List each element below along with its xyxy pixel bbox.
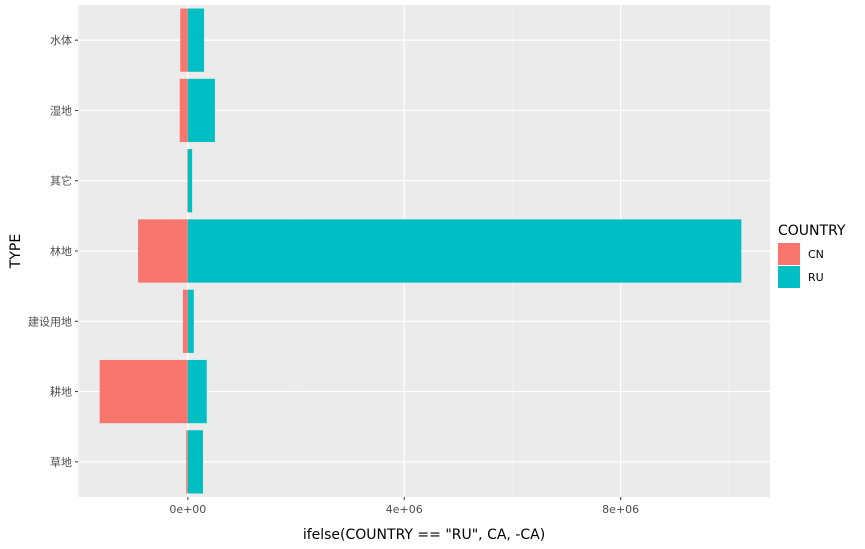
y-tick-label: 其它 xyxy=(50,174,72,188)
bar-cn-1 xyxy=(186,430,188,494)
legend-items: CN RU xyxy=(778,243,824,288)
bar-cn-5 xyxy=(187,149,188,213)
y-axis-ticks: 草地 耕地 建设用地 林地 其它 湿地 水体 xyxy=(28,33,78,469)
bar-cn-3 xyxy=(182,289,188,353)
legend: COUNTRY CN RU xyxy=(778,223,846,288)
bar-ru-1 xyxy=(187,430,203,494)
bar-cn-7 xyxy=(180,8,188,72)
bar-ru-3 xyxy=(187,289,194,353)
bar-cn-4 xyxy=(138,219,188,283)
bars xyxy=(99,8,742,494)
y-tick-label: 耕地 xyxy=(50,385,72,399)
y-tick-label: 湿地 xyxy=(50,104,72,117)
x-tick-label: 0e+00 xyxy=(169,503,206,516)
y-tick-label: 建设用地 xyxy=(28,314,72,328)
x-axis-title: ifelse(COUNTRY == "RU", CA, -CA) xyxy=(303,527,545,543)
bar-ru-7 xyxy=(187,8,205,72)
y-tick-label: 水体 xyxy=(50,33,72,47)
bar-cn-6 xyxy=(179,78,188,143)
bar-cn-2 xyxy=(99,359,188,424)
legend-key-ru xyxy=(778,266,800,288)
y-axis-title: TYPE xyxy=(8,234,24,269)
y-tick-label: 草地 xyxy=(50,456,72,469)
legend-label-ru: RU xyxy=(808,271,824,284)
legend-key-cn xyxy=(778,243,800,265)
x-tick-label: 4e+06 xyxy=(386,503,423,516)
bar-ru-6 xyxy=(187,78,215,143)
bar-ru-4 xyxy=(187,219,742,283)
legend-label-cn: CN xyxy=(808,248,824,261)
x-tick-label: 8e+06 xyxy=(602,503,639,516)
legend-title: COUNTRY xyxy=(778,223,846,239)
bar-ru-5 xyxy=(187,149,193,213)
bar-ru-2 xyxy=(187,359,207,424)
y-tick-label: 林地 xyxy=(50,244,72,258)
x-axis-ticks: 0e+00 4e+06 8e+06 xyxy=(169,497,639,516)
